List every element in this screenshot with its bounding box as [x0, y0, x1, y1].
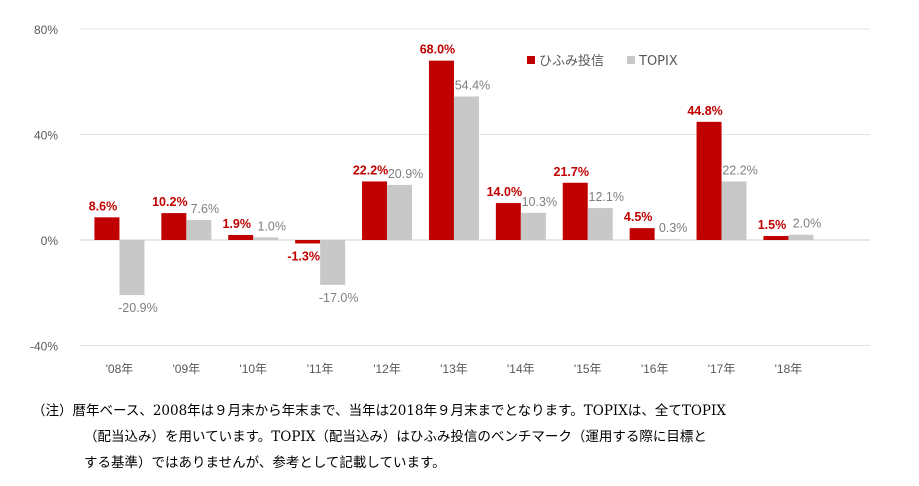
data-label: 20.9%	[388, 167, 423, 181]
data-label: 8.6%	[89, 199, 118, 213]
data-label: 1.5%	[758, 218, 787, 232]
data-label: 1.9%	[223, 217, 252, 231]
bar-hifumi	[428, 60, 454, 241]
bar-topix	[587, 208, 613, 240]
data-label: 12.1%	[589, 190, 624, 204]
data-label: 22.2%	[722, 163, 757, 177]
data-label: 10.3%	[522, 195, 557, 209]
bar-hifumi	[629, 228, 655, 240]
bar-topix	[788, 234, 814, 240]
data-label: -17.0%	[319, 291, 359, 305]
bar-topix	[186, 219, 212, 240]
data-label: 44.8%	[687, 104, 722, 118]
x-tick-label: '09年	[173, 362, 201, 376]
footnote-line-2: （配当込み）を用いています。TOPIX（配当込み）はひふみ投信のベンチマーク（運…	[84, 429, 707, 445]
x-tick-label: '08年	[106, 362, 134, 376]
x-tick-label: '16年	[641, 362, 669, 376]
data-label: 1.0%	[258, 219, 287, 233]
data-label: 4.5%	[624, 210, 653, 224]
x-tick-label: '11年	[307, 362, 334, 376]
legend-swatch	[527, 56, 535, 64]
bar-chart: -40% 0% 40% 80% '08年 8.6% -20.9% '09年 10.2% 7.6% '…	[30, 23, 870, 376]
bar-topix	[654, 239, 680, 240]
bar-hifumi	[562, 182, 588, 240]
legend-label: TOPIX	[638, 54, 678, 69]
bar-hifumi	[696, 121, 722, 240]
footnote-line-3: する基準）ではありませんが、参考として記載しています。	[84, 455, 446, 471]
legend-label: ひふみ投信	[539, 53, 604, 69]
bar-hifumi	[161, 213, 187, 240]
data-label: 21.7%	[554, 165, 589, 179]
bar-topix	[387, 184, 413, 240]
legend-swatch	[627, 56, 635, 64]
bar-hifumi	[94, 217, 120, 240]
x-tick-label: '14年	[507, 362, 535, 376]
bar-topix	[320, 240, 346, 285]
x-tick-label: '17年	[708, 362, 736, 376]
bar-hifumi	[495, 203, 521, 240]
y-tick-label: 80%	[34, 23, 58, 37]
bar-hifumi	[228, 234, 254, 240]
y-tick-label: 0%	[41, 234, 59, 248]
data-label: 10.2%	[152, 195, 187, 209]
data-label: 54.4%	[455, 79, 490, 93]
data-label: 14.0%	[487, 185, 522, 199]
footnote-line-1: （注）暦年ベース、2008年は９月末から年末まで、当年は2018年９月末までとな…	[32, 403, 726, 419]
bar-hifumi	[295, 240, 321, 244]
data-label: 68.0%	[420, 43, 455, 57]
data-label: 2.0%	[793, 217, 822, 231]
bar-topix	[520, 212, 546, 240]
y-tick-label: 40%	[34, 129, 58, 143]
bar-topix	[721, 181, 747, 240]
bar-topix	[453, 96, 479, 241]
x-tick-label: '13年	[440, 362, 468, 376]
bar-topix	[253, 237, 279, 240]
data-label: -20.9%	[118, 301, 158, 315]
bar-topix	[119, 240, 145, 296]
bar-hifumi	[362, 181, 388, 240]
data-label: 7.6%	[191, 202, 220, 216]
y-tick-label: -40%	[30, 340, 58, 354]
data-label: 22.2%	[353, 163, 388, 177]
x-tick-label: '10年	[239, 362, 267, 376]
data-label: 0.3%	[659, 221, 688, 235]
bar-hifumi	[763, 236, 789, 240]
x-tick-label: '18年	[775, 362, 803, 376]
x-tick-label: '12年	[373, 362, 401, 376]
footnote: （注）暦年ベース、2008年は９月末から年末まで、当年は2018年９月末までとな…	[32, 398, 892, 476]
x-tick-label: '15年	[574, 362, 602, 376]
data-label: -1.3%	[287, 249, 320, 263]
